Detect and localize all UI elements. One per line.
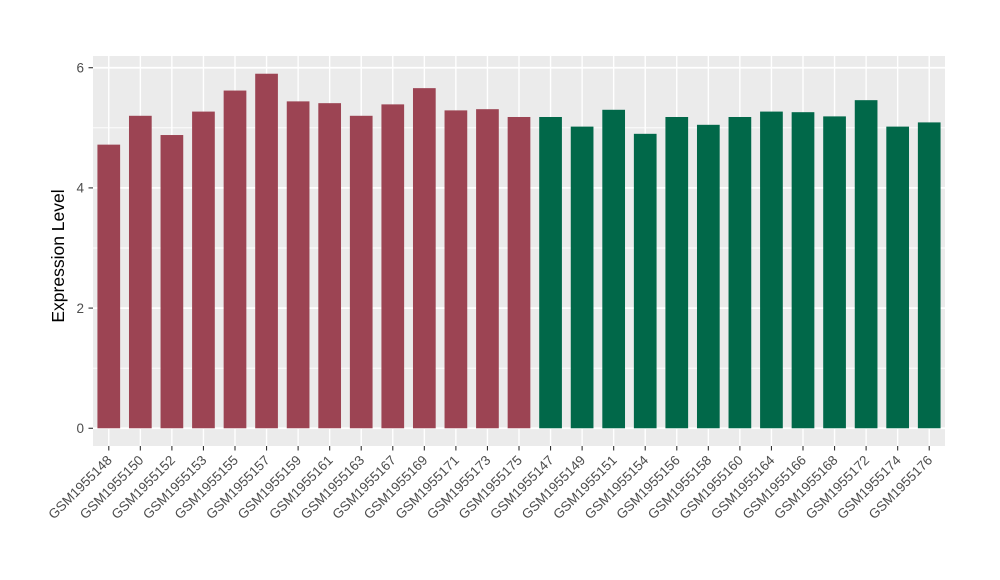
bar-GSM1955172 [854,100,878,429]
bar-GSM1955163 [349,115,373,429]
bar-GSM1955151 [602,109,626,429]
bar-GSM1955155 [223,90,247,429]
bar-GSM1955150 [128,115,152,429]
bar-GSM1955156 [665,116,689,429]
bar-GSM1955171 [444,110,468,429]
bar-GSM1955159 [286,101,310,429]
bar-GSM1955154 [633,133,657,429]
bar-GSM1955173 [476,109,499,429]
bar-GSM1955158 [696,124,720,429]
bar-GSM1955175 [507,116,531,429]
bar-GSM1955167 [381,104,405,429]
bar-GSM1955168 [823,116,846,429]
bar-GSM1955153 [192,111,215,429]
bar-GSM1955147 [539,116,562,429]
bar-GSM1955164 [760,111,783,429]
bar-GSM1955148 [97,144,121,429]
bar-GSM1955161 [318,103,342,429]
bar-GSM1955166 [791,112,815,429]
bar-GSM1955160 [728,116,752,429]
y-axis-title: Expression Level [48,189,68,322]
bar-GSM1955149 [570,126,594,429]
bar-GSM1955157 [255,73,278,429]
bar-GSM1955169 [412,88,436,429]
y-tick-label: 4 [76,181,84,196]
bar-GSM1955174 [886,126,910,429]
bar-GSM1955152 [160,135,184,429]
bar-GSM1955176 [917,122,941,429]
y-tick-label: 6 [76,61,84,76]
y-tick-label: 2 [76,301,84,316]
y-tick-label: 0 [76,421,84,436]
